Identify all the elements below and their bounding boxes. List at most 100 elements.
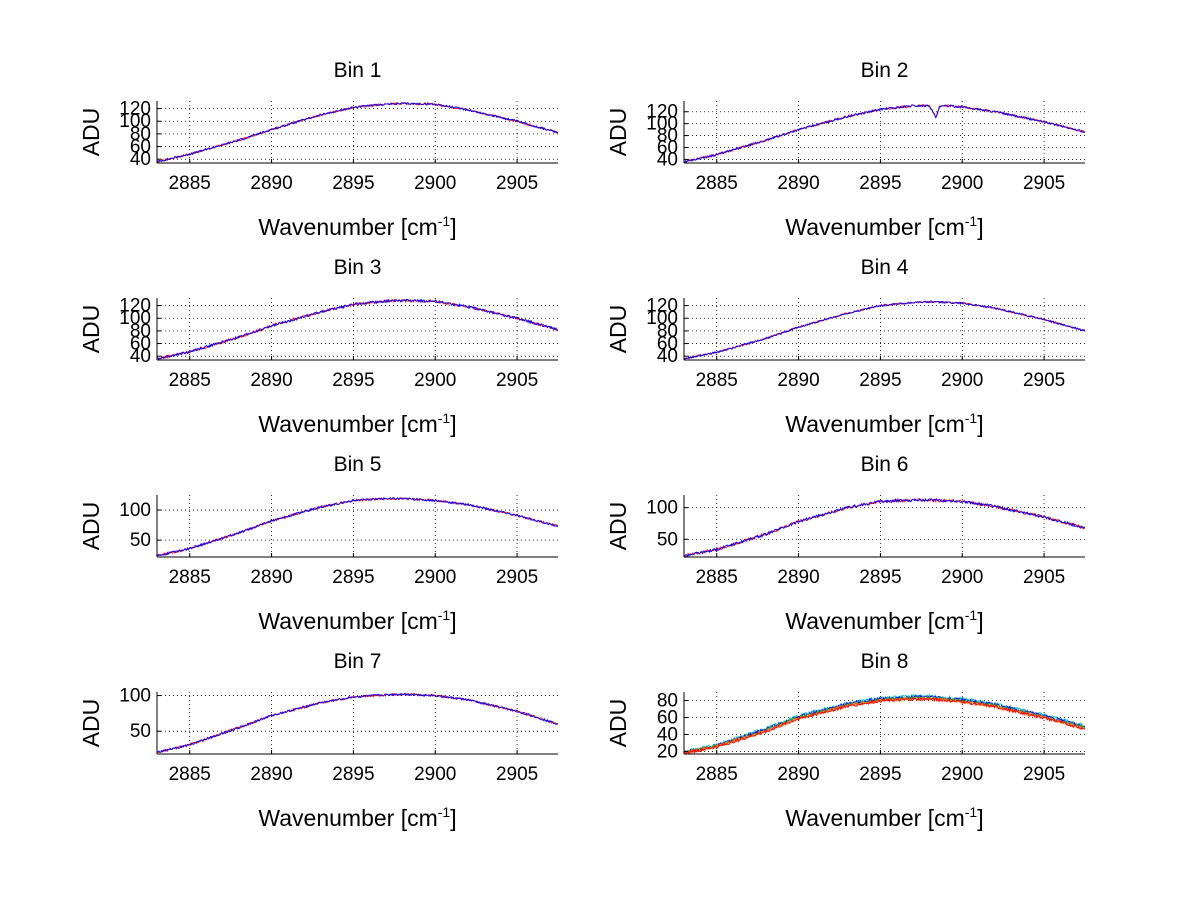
y-tick-label: 80	[130, 321, 151, 342]
x-axis-label-end: ]	[450, 805, 456, 831]
x-tick-label: 2900	[414, 370, 456, 391]
x-tick-label: 2895	[859, 370, 901, 391]
series-line-trace-red	[157, 496, 558, 557]
x-tick-label: 2885	[696, 567, 738, 588]
panel-title: Bin 1	[334, 59, 382, 82]
series-line-trace-blue	[684, 104, 1085, 163]
x-tick-label: 2895	[859, 764, 901, 785]
x-tick-label: 2895	[859, 173, 901, 194]
x-tick-label: 2900	[414, 567, 456, 588]
y-tick-label: 80	[657, 126, 678, 147]
x-tick-label: 2900	[941, 567, 983, 588]
x-tick-label: 2905	[1023, 173, 1065, 194]
panel-title: Bin 2	[861, 59, 909, 82]
panel-title: Bin 6	[861, 453, 909, 476]
y-tick-label: 100	[119, 111, 151, 132]
y-tick-label: 40	[130, 346, 151, 367]
y-tick-label: 40	[657, 346, 678, 367]
panel-bin-7: Bin 7 2885 2890 2895 2900 2905 50 100 Wavenumber…	[78, 650, 558, 831]
x-axis-label-sup: -1	[438, 410, 451, 426]
x-axis-label-text: Wavenumber [cm	[258, 411, 437, 437]
x-tick-label: 2900	[414, 764, 456, 785]
y-tick-label: 80	[657, 690, 678, 711]
x-axis-label-end: ]	[450, 608, 456, 634]
series-line-trace-blue	[684, 300, 1085, 360]
x-axis-label-text: Wavenumber [cm	[258, 608, 437, 634]
series-line-trace-red	[157, 102, 558, 163]
x-tick-label: 2890	[250, 764, 292, 785]
y-tick-label: 120	[119, 99, 151, 120]
y-axis-label: ADU	[78, 502, 104, 551]
panel-title: Bin 7	[334, 650, 382, 673]
x-axis-label: Wavenumber [cm-1]	[258, 607, 456, 634]
series-line-trace-blue	[157, 692, 558, 753]
y-axis-label: ADU	[605, 699, 631, 748]
series-line-trace-blue	[684, 497, 1085, 557]
x-tick-label: 2890	[777, 567, 819, 588]
x-tick-label: 2905	[1023, 370, 1065, 391]
x-axis-label-text: Wavenumber [cm	[785, 608, 964, 634]
y-axis-label: ADU	[605, 108, 631, 157]
x-tick-label: 2885	[696, 173, 738, 194]
x-axis-label: Wavenumber [cm-1]	[785, 607, 983, 634]
x-tick-label: 2905	[496, 370, 538, 391]
x-tick-label: 2895	[332, 173, 374, 194]
x-axis-label-sup: -1	[965, 410, 978, 426]
y-tick-label: 60	[657, 707, 678, 728]
y-axis-label: ADU	[605, 305, 631, 354]
y-tick-label: 100	[646, 308, 678, 329]
y-tick-label: 100	[119, 308, 151, 329]
y-axis-label: ADU	[605, 502, 631, 551]
x-axis-label-end: ]	[977, 411, 983, 437]
x-tick-label: 2890	[777, 173, 819, 194]
y-tick-label: 40	[657, 149, 678, 170]
x-tick-label: 2885	[696, 370, 738, 391]
x-tick-label: 2890	[777, 764, 819, 785]
x-axis-label-end: ]	[977, 608, 983, 634]
x-tick-label: 2905	[496, 764, 538, 785]
y-tick-label: 100	[646, 114, 678, 135]
x-tick-label: 2900	[414, 173, 456, 194]
x-tick-label: 2900	[941, 764, 983, 785]
y-tick-label: 60	[130, 137, 151, 158]
series-line-trace-cyan	[684, 693, 1085, 754]
y-tick-label: 100	[119, 500, 151, 521]
y-tick-label: 50	[130, 721, 151, 742]
panel-title: Bin 3	[334, 256, 382, 279]
x-axis-label-end: ]	[977, 214, 983, 240]
x-tick-label: 2895	[332, 764, 374, 785]
x-axis-label-sup: -1	[965, 213, 978, 229]
y-axis-label: ADU	[78, 108, 104, 157]
y-axis-label: ADU	[78, 699, 104, 748]
series-line-trace-orange	[684, 696, 1085, 754]
y-tick-label: 100	[119, 686, 151, 707]
y-tick-label: 40	[130, 149, 151, 170]
y-tick-label: 120	[646, 296, 678, 317]
x-tick-label: 2905	[496, 173, 538, 194]
x-tick-label: 2900	[941, 173, 983, 194]
panel-bin-6: Bin 6 2885 2890 2895 2900 2905 50 100 Wavenumber…	[605, 453, 1085, 634]
x-tick-label: 2905	[1023, 764, 1065, 785]
series-line-trace-red	[684, 696, 1085, 754]
x-axis-label-sup: -1	[965, 607, 978, 623]
x-axis-label-text: Wavenumber [cm	[785, 411, 964, 437]
panel-title: Bin 4	[861, 256, 909, 279]
y-tick-label: 120	[119, 296, 151, 317]
y-tick-label: 50	[657, 529, 678, 550]
x-axis-label-sup: -1	[438, 607, 451, 623]
x-axis-label: Wavenumber [cm-1]	[785, 804, 983, 831]
x-tick-label: 2890	[250, 567, 292, 588]
panel-bin-5: Bin 5 2885 2890 2895 2900 2905 50 100 Wavenumber…	[78, 453, 558, 634]
series-line-trace-red	[157, 298, 558, 360]
series-line-trace-blue	[157, 298, 558, 360]
y-tick-label: 60	[130, 334, 151, 355]
x-tick-label: 2890	[250, 370, 292, 391]
y-tick-label: 100	[646, 498, 678, 519]
series-line-trace-blue	[157, 496, 558, 557]
x-tick-label: 2895	[332, 370, 374, 391]
x-tick-label: 2885	[169, 370, 211, 391]
x-tick-label: 2900	[941, 370, 983, 391]
